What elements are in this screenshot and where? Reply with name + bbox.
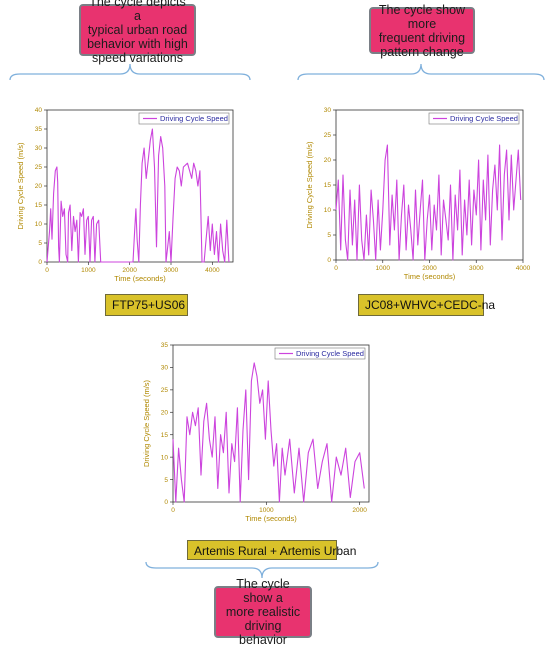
x-tick-label: 3000 <box>469 265 484 272</box>
legend-label: Driving Cycle Speed <box>450 114 518 123</box>
brace-bottom <box>145 561 379 579</box>
brace-top-right <box>297 63 545 81</box>
y-tick-label: 35 <box>35 126 43 133</box>
callout-frequent-change: The cycle show more frequent driving pat… <box>369 3 475 59</box>
callout-line: speed variations <box>91 51 184 65</box>
callout-line: The cycle depicts a <box>89 0 186 23</box>
series-line <box>46 128 230 263</box>
y-tick-label: 0 <box>327 257 331 264</box>
plot-frame <box>335 109 524 261</box>
x-tick-label: 0 <box>334 265 338 272</box>
legend-label: Driving Cycle Speed <box>296 349 364 358</box>
legend-box <box>428 112 520 125</box>
x-axis-title: Time (seconds) <box>404 272 456 281</box>
y-tick-label: 25 <box>324 132 332 139</box>
chart-jc08-whvc-cedc: 0 5 10 15 20 25 30 0 1000 2000 3000 4000 Time (secon… <box>305 107 531 281</box>
y-tick-label: 5 <box>327 232 331 239</box>
y-tick-label: 10 <box>161 454 169 461</box>
y-tick-label: 5 <box>164 477 168 484</box>
y-tick-label: 10 <box>324 207 332 214</box>
y-axis-title: Driving Cycle Speed (m/s) <box>142 379 151 467</box>
x-axis-title: Time (seconds) <box>114 274 166 283</box>
y-tick-label: 5 <box>38 240 42 247</box>
callout-line: pattern change <box>380 44 464 59</box>
y-axis-title: Driving Cycle Speed (m/s) <box>305 141 314 229</box>
x-tick-label: 0 <box>171 507 175 514</box>
callout-urban-behavior: The cycle depicts a typical urban road b… <box>79 0 196 65</box>
callout-line: The cycle show more <box>378 2 466 31</box>
callout-line: frequent driving <box>378 30 466 45</box>
chart-ftp75-us06: 0 5 10 15 20 25 30 35 40 0 1000 2000 3000 4000 Time (s… <box>16 107 234 283</box>
y-tick-label: 30 <box>324 107 332 114</box>
label-artemis-rural-urban: Artemis Rural + Artemis Urban <box>187 540 356 560</box>
x-axis-title: Time (seconds) <box>245 514 297 523</box>
y-tick-label: 15 <box>35 202 43 209</box>
y-tick-label: 15 <box>324 182 332 189</box>
x-tick-label: 1000 <box>376 265 391 272</box>
brace-top-left <box>9 63 251 81</box>
series-line <box>335 144 522 261</box>
x-tick-label: 1000 <box>81 267 96 274</box>
x-tick-label: 2000 <box>422 265 437 272</box>
y-tick-label: 25 <box>35 164 43 171</box>
x-tick-label: 0 <box>45 267 49 274</box>
label-ftp75-us06: FTP75+US06 <box>105 294 188 316</box>
label-jc08-whvc-cedc-na: JC08+WHVC+CEDC-na <box>358 294 495 316</box>
y-tick-label: 35 <box>161 342 169 349</box>
x-tick-label: 4000 <box>205 267 220 274</box>
x-tick-label: 2000 <box>352 507 367 514</box>
y-axis-title: Driving Cycle Speed (m/s) <box>16 142 25 230</box>
callout-line: typical urban road <box>87 23 188 37</box>
y-tick-label: 20 <box>161 409 169 416</box>
y-tick-label: 25 <box>161 387 169 394</box>
legend-box <box>274 347 366 360</box>
y-tick-label: 20 <box>35 183 43 190</box>
y-tick-label: 20 <box>324 157 332 164</box>
plot-frame <box>46 109 234 263</box>
series-line <box>172 362 365 503</box>
y-tick-label: 40 <box>35 107 43 114</box>
callout-line: behavior with high <box>87 37 188 51</box>
x-tick-label: 3000 <box>164 267 179 274</box>
y-tick-label: 30 <box>35 145 43 152</box>
y-tick-label: 15 <box>161 432 169 439</box>
y-tick-label: 0 <box>164 499 168 506</box>
x-tick-label: 2000 <box>122 267 137 274</box>
x-tick-label: 4000 <box>516 265 531 272</box>
legend-box <box>138 112 230 125</box>
callout-realistic-behavior: The cycle show a more realistic driving … <box>214 577 312 647</box>
callout-line: more realistic driving <box>225 605 301 633</box>
x-tick-label: 1000 <box>259 507 274 514</box>
legend-label: Driving Cycle Speed <box>160 114 228 123</box>
callout-line: behavior <box>239 633 287 647</box>
callout-line: The cycle show a <box>236 577 290 605</box>
y-tick-label: 0 <box>38 259 42 266</box>
y-tick-label: 10 <box>35 221 43 228</box>
chart-artemis: 0 5 10 15 20 25 30 35 0 1000 2000 Time (seconds) Dri… <box>142 342 370 523</box>
y-tick-label: 30 <box>161 365 169 372</box>
